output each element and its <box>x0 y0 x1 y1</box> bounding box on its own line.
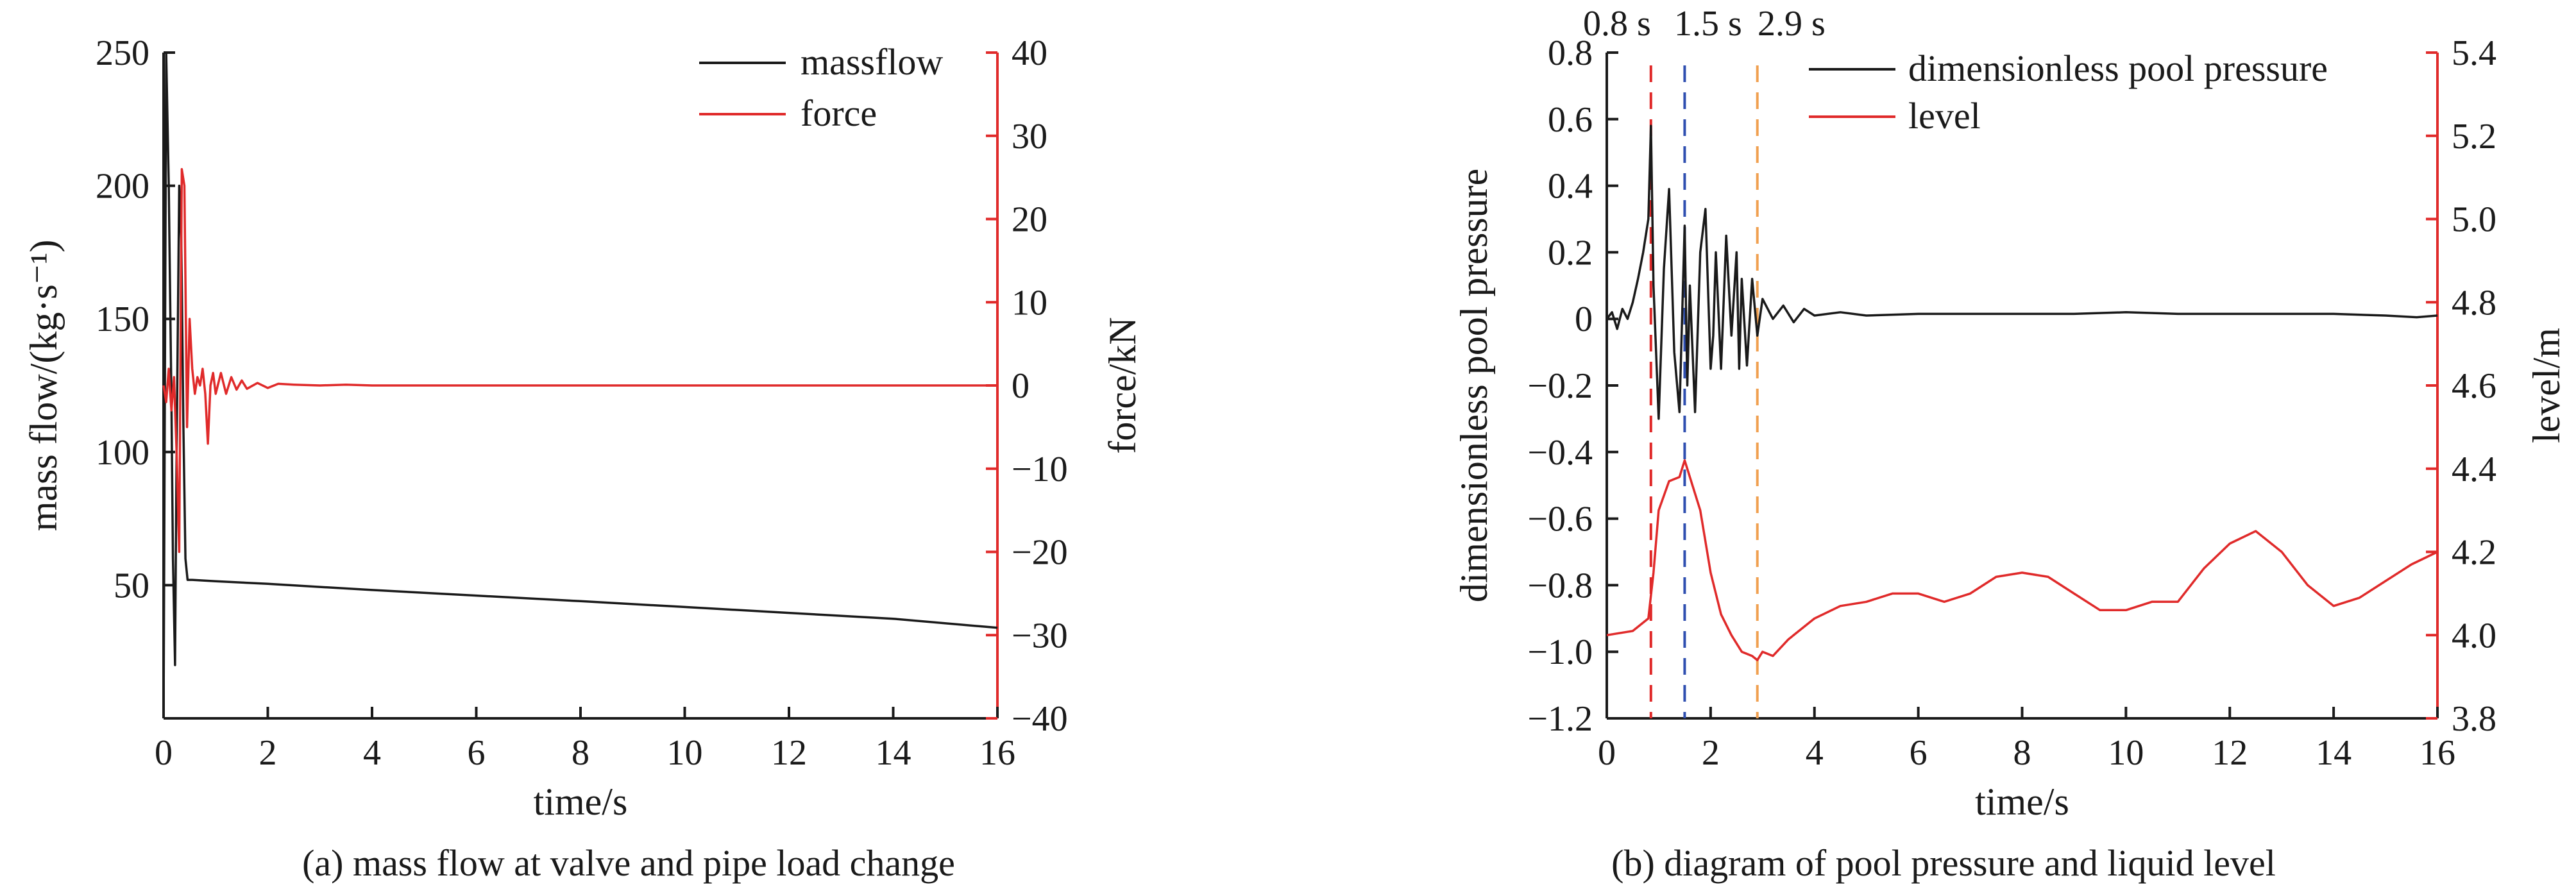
x-tick-label: 2 <box>259 733 277 773</box>
y-right-tick-label: 4.6 <box>2452 366 2496 406</box>
y-left-tick-label: 0.8 <box>1548 33 1593 73</box>
legend-label: force <box>801 92 877 134</box>
y-right-tick-label: 4.8 <box>2452 283 2496 323</box>
y-right-tick-label: −30 <box>1012 616 1068 655</box>
y-left-tick-label: −0.4 <box>1527 433 1593 473</box>
y-axis-left-title: dimensionless pool pressure <box>1453 169 1495 603</box>
y-right-tick-label: 30 <box>1012 117 1047 156</box>
time-marker-label: 2.9 s <box>1758 4 1826 44</box>
y-right-tick-label: 0 <box>1012 366 1030 406</box>
x-tick-label: 16 <box>979 733 1015 773</box>
y-right-tick-label: −10 <box>1012 450 1068 489</box>
y-axis-right-title: level/m <box>2525 328 2568 443</box>
x-axis-title: time/s <box>1975 781 2069 823</box>
y-left-tick-label: 0.4 <box>1548 167 1593 207</box>
y-left-tick-label: −0.2 <box>1527 366 1593 406</box>
series-line-secondary <box>1606 459 2438 661</box>
legend-label: dimensionless pool pressure <box>1908 47 2328 89</box>
y-right-tick-label: 5.4 <box>2452 33 2496 73</box>
y-axis-right-title: force/kN <box>1101 317 1144 453</box>
x-tick-label: 6 <box>1910 733 1928 773</box>
x-tick-label: 4 <box>1806 733 1824 773</box>
x-tick-label: 12 <box>771 733 807 773</box>
y-left-tick-label: 50 <box>114 566 149 605</box>
y-right-tick-label: 3.8 <box>2452 699 2496 739</box>
time-marker-label: 0.8 s <box>1583 4 1651 44</box>
y-right-tick-label: 4.0 <box>2452 616 2496 655</box>
x-tick-label: 4 <box>363 733 381 773</box>
x-tick-label: 12 <box>2212 733 2248 773</box>
y-right-tick-label: 20 <box>1012 200 1047 240</box>
x-axis-title: time/s <box>534 781 628 823</box>
y-right-tick-label: 4.2 <box>2452 533 2496 573</box>
x-tick-label: 14 <box>2316 733 2351 773</box>
x-tick-label: 10 <box>667 733 703 773</box>
x-tick-label: 2 <box>1702 733 1720 773</box>
y-right-tick-label: 10 <box>1012 283 1047 323</box>
series-line-secondary <box>162 167 997 554</box>
y-left-tick-label: 0.6 <box>1548 100 1593 140</box>
y-axis-left-title: mass flow/(kg·s⁻¹) <box>22 240 65 532</box>
y-left-tick-label: 0.2 <box>1548 233 1593 273</box>
series-line-primary <box>162 51 998 719</box>
figure-caption: (a) mass flow at valve and pipe load cha… <box>302 842 955 884</box>
y-right-tick-label: −40 <box>1012 699 1068 739</box>
x-tick-label: 8 <box>2013 733 2031 773</box>
y-left-tick-label: 250 <box>96 33 149 73</box>
y-right-tick-label: 40 <box>1012 33 1047 73</box>
figure-caption: (b) diagram of pool pressure and liquid … <box>1611 842 2276 884</box>
y-left-tick-label: −1.0 <box>1527 632 1593 672</box>
y-left-tick-label: 200 <box>96 167 149 207</box>
y-left-tick-label: 100 <box>96 433 149 473</box>
y-left-tick-label: −1.2 <box>1527 699 1593 739</box>
x-tick-label: 0 <box>1598 733 1616 773</box>
x-tick-label: 14 <box>876 733 911 773</box>
y-right-tick-label: −20 <box>1012 533 1068 573</box>
y-left-tick-label: −0.8 <box>1527 566 1593 605</box>
x-tick-label: 8 <box>572 733 589 773</box>
x-tick-label: 6 <box>468 733 486 773</box>
y-left-tick-label: 0 <box>1575 300 1593 339</box>
y-left-tick-label: 150 <box>96 300 149 339</box>
x-tick-label: 16 <box>2419 733 2455 773</box>
time-marker-label: 1.5 s <box>1674 4 1742 44</box>
y-right-tick-label: 5.2 <box>2452 117 2496 156</box>
y-right-tick-label: 4.4 <box>2452 450 2496 489</box>
y-right-tick-label: 5.0 <box>2452 200 2496 240</box>
series-line-primary <box>1606 124 2438 420</box>
x-tick-label: 0 <box>155 733 173 773</box>
chart-panel-b: 0 2 4 6 8 10 12 14 16 0.8 0.6 0.4 0.2 0 −0.2 −0.4 −0.6 −0… <box>1453 4 2568 884</box>
y-left-tick-label: −0.6 <box>1527 500 1593 539</box>
legend-label: level <box>1908 95 1981 137</box>
x-tick-label: 10 <box>2108 733 2144 773</box>
legend-label: massflow <box>801 41 943 83</box>
